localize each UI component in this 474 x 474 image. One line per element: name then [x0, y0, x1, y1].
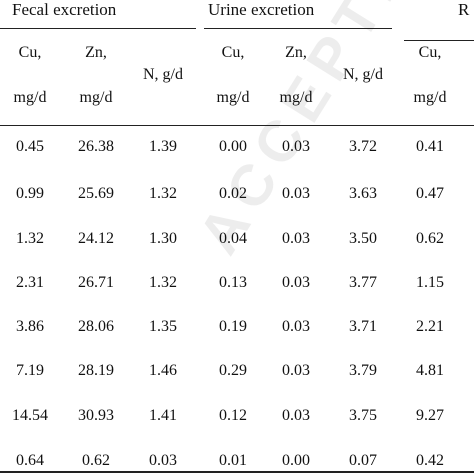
table-cell: 2.31 — [16, 274, 44, 291]
table-cell: 3.86 — [16, 318, 44, 335]
table-cell: 30.93 — [78, 407, 114, 424]
table-cell: 0.62 — [416, 230, 444, 247]
table-cell: 1.35 — [149, 318, 177, 335]
table-cell: 1.32 — [16, 230, 44, 247]
column-header-line1: Cu, — [221, 44, 245, 61]
rule-retention — [404, 40, 474, 41]
column-header-line2: mg/d — [279, 89, 313, 106]
table-cell: 9.27 — [416, 407, 444, 424]
table-cell: 0.03 — [282, 407, 310, 424]
group-label-fecal: Fecal excretion — [12, 0, 117, 19]
table-cell: 0.42 — [416, 452, 444, 469]
table-cell: 3.71 — [349, 318, 377, 335]
table-cell: 1.32 — [149, 185, 177, 202]
table-cell: 3.50 — [349, 230, 377, 247]
column-header-line2: mg/d — [216, 89, 250, 106]
table-cell: 3.63 — [349, 185, 377, 202]
table-cell: 0.03 — [282, 138, 310, 155]
table-cell: 0.41 — [416, 138, 444, 155]
table-cell: 0.01 — [219, 452, 247, 469]
table-cell: 0.00 — [282, 452, 310, 469]
table-cell: 0.12 — [219, 407, 247, 424]
table-cell: 3.72 — [349, 138, 377, 155]
table-cell: 0.19 — [219, 318, 247, 335]
table-cell: 24.12 — [78, 230, 114, 247]
table-cell: 0.03 — [282, 362, 310, 379]
table-cell: 0.04 — [219, 230, 247, 247]
table-cell: 0.03 — [149, 452, 177, 469]
table-cell: 0.45 — [16, 138, 44, 155]
table-cell: 0.29 — [219, 362, 247, 379]
table-cell: 4.81 — [416, 362, 444, 379]
table-cell: 0.00 — [219, 138, 247, 155]
column-header-line1: Cu, — [418, 44, 442, 61]
table-cell: 7.19 — [16, 362, 44, 379]
column-header: N, g/d — [143, 66, 183, 83]
table-cell: 0.47 — [416, 185, 444, 202]
table-cell: 14.54 — [12, 407, 48, 424]
table-cell: 0.02 — [219, 185, 247, 202]
table-cell: 0.03 — [282, 318, 310, 335]
table-cell: 1.15 — [416, 274, 444, 291]
table-cell: 3.79 — [349, 362, 377, 379]
column-header-line1: Zn, — [285, 44, 307, 61]
table-cell: 0.07 — [349, 452, 377, 469]
table-cell: 28.06 — [78, 318, 114, 335]
table-cell: 0.62 — [82, 452, 110, 469]
table-cell: 1.39 — [149, 138, 177, 155]
table-cell: 3.75 — [349, 407, 377, 424]
table-cell: 1.46 — [149, 362, 177, 379]
table-cell: 0.99 — [16, 185, 44, 202]
table-cell: 3.77 — [349, 274, 377, 291]
table-cell: 0.13 — [219, 274, 247, 291]
table-cell: 28.19 — [78, 362, 114, 379]
group-label-urine: Urine excretion — [208, 0, 315, 19]
table-cell: 2.21 — [416, 318, 444, 335]
rule-header-bottom — [0, 125, 474, 126]
column-header-line1: Zn, — [85, 44, 107, 61]
rule-urine — [204, 28, 392, 29]
table-cell: 0.64 — [16, 452, 44, 469]
table-cell: 0.03 — [282, 230, 310, 247]
table-cell: 26.71 — [78, 274, 114, 291]
table-cell: 1.41 — [149, 407, 177, 424]
column-header-line2: mg/d — [413, 89, 447, 106]
table-cell: 1.32 — [149, 274, 177, 291]
column-header-line1: Cu, — [18, 44, 42, 61]
column-header: N, g/d — [343, 66, 383, 83]
rule-table-bottom — [0, 471, 474, 473]
table-cell: 0.03 — [282, 185, 310, 202]
column-header-line2: mg/d — [13, 89, 47, 106]
table-cell: 1.30 — [149, 230, 177, 247]
table-cell: 26.38 — [78, 138, 114, 155]
table-cell: 0.03 — [282, 274, 310, 291]
column-header-line2: mg/d — [79, 89, 113, 106]
rule-fecal — [0, 28, 196, 29]
group-label-retention: R — [458, 0, 470, 19]
table-cell: 25.69 — [78, 185, 114, 202]
